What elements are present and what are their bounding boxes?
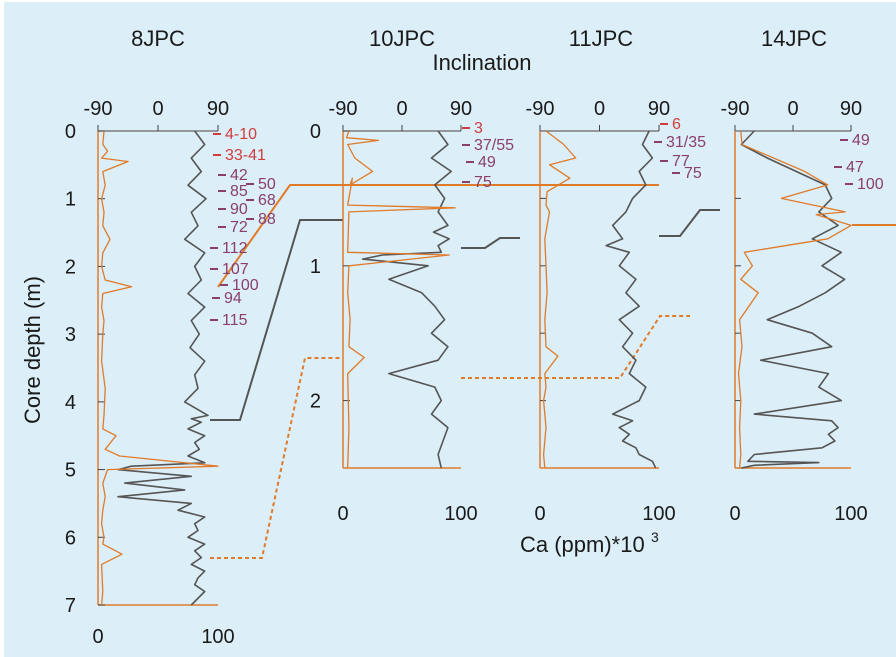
inclination-tick-label: 90	[207, 98, 229, 120]
core-title-10JPC: 10JPC	[369, 26, 435, 51]
inclination-tick-label: 0	[396, 98, 407, 120]
depth-tick-label: 5	[65, 460, 76, 482]
inclination-tick-label: -90	[84, 98, 113, 120]
inclination-axis-label: Inclination	[432, 50, 531, 75]
annotation-label: 75	[684, 165, 702, 182]
depth-tick-label: 4	[65, 392, 76, 414]
annotation-label: 42	[230, 167, 248, 184]
annotation-label: 49	[478, 154, 496, 171]
ca-tick-label: 100	[444, 503, 477, 525]
depth-tick-label: 1	[65, 189, 76, 211]
depth-tick-label: 6	[65, 527, 76, 549]
ca-tick-label: 0	[92, 626, 103, 648]
core-title-14JPC: 14JPC	[761, 26, 827, 51]
annotation-label: 47	[846, 159, 864, 176]
core-tie-line	[461, 237, 520, 249]
ca-tick-label: 0	[729, 503, 740, 525]
inclination-tick-label: 0	[594, 98, 605, 120]
y-axis-label: Core depth (m)	[20, 276, 45, 424]
inclination-series-line	[117, 130, 209, 606]
core-tie-line	[210, 219, 343, 421]
ca-tick-label: 0	[337, 503, 348, 525]
depth-tick-label: 7	[65, 595, 76, 617]
annotation-label: 107	[222, 261, 249, 278]
core-tie-line	[659, 209, 720, 237]
inclination-series-line	[605, 130, 657, 469]
annotation-label: 112	[222, 240, 248, 257]
inclination-tick-label: 0	[152, 98, 163, 120]
ca-axis-label: Ca (ppm)*10	[520, 532, 645, 557]
annotation-label: 3	[474, 120, 483, 137]
depth-tick-label: 0	[310, 121, 321, 143]
depth-tick-label: 0	[65, 121, 76, 143]
ca-series-line	[100, 130, 219, 606]
annotation-label: 68	[258, 192, 276, 209]
tie-lines	[210, 184, 896, 559]
ca-tick-label: 100	[834, 503, 867, 525]
core-tie-line	[210, 357, 343, 559]
ca-tick-label: 100	[642, 503, 675, 525]
depth-tick-label: 2	[310, 391, 321, 413]
depth-tick-label: 2	[65, 256, 76, 278]
annotation-label: 75	[474, 174, 492, 191]
annotation-label: 115	[222, 312, 248, 329]
annotation-label: 100	[857, 176, 884, 193]
core-panels: 8JPC-90 0 900 100012345674-1033-41425085689…	[65, 26, 884, 648]
core-title-8JPC: 8JPC	[131, 26, 185, 51]
ca-series-line	[737, 130, 852, 469]
inclination-tick-label: 90	[648, 98, 670, 120]
annotation-label: 77	[672, 153, 690, 170]
annotation-label: 4-10	[225, 126, 257, 143]
ca-series-line	[345, 130, 456, 469]
inclination-tick-label: 90	[840, 98, 862, 120]
annotation-label: 33-41	[225, 147, 266, 164]
inclination-series-line	[740, 130, 846, 469]
inclination-tick-label: 90	[450, 98, 472, 120]
annotation-label: 6	[672, 116, 681, 133]
annotation-label: 100	[232, 277, 259, 294]
ca-tick-label: 100	[201, 626, 234, 648]
core-tie-line	[217, 184, 461, 288]
inclination-tick-label: -90	[721, 98, 750, 120]
inclination-tick-label: -90	[526, 98, 555, 120]
core-title-11JPC: 11JPC	[569, 26, 634, 51]
plot-background	[4, 2, 896, 657]
annotation-label: 31/35	[666, 134, 706, 151]
core-tie-line	[461, 315, 690, 379]
depth-tick-label: 1	[310, 256, 321, 278]
annotation-label: 72	[230, 219, 248, 236]
annotation-label: 49	[852, 132, 870, 149]
inclination-tick-label: -90	[329, 98, 358, 120]
depth-tick-label: 3	[65, 324, 76, 346]
annotation-label: 94	[224, 290, 242, 307]
core-panel-8JPC: 8JPC -90 0 90 0 100 0 1 2 3 4 5 6 7 4-10 33-41 42 50 85 68 9…	[65, 26, 276, 648]
ca-tick-label: 0	[534, 503, 545, 525]
annotation-label: 88	[258, 211, 276, 228]
ca-axis-exponent: 3	[651, 529, 659, 545]
annotation-label: 90	[230, 201, 248, 218]
ca-series-line	[542, 130, 577, 469]
annotation-label: 85	[230, 183, 248, 200]
inclination-tick-label: 0	[787, 98, 798, 120]
annotation-label: 37/55	[474, 137, 514, 154]
inclination-series-line	[361, 130, 452, 469]
annotation-label: 50	[258, 176, 276, 193]
